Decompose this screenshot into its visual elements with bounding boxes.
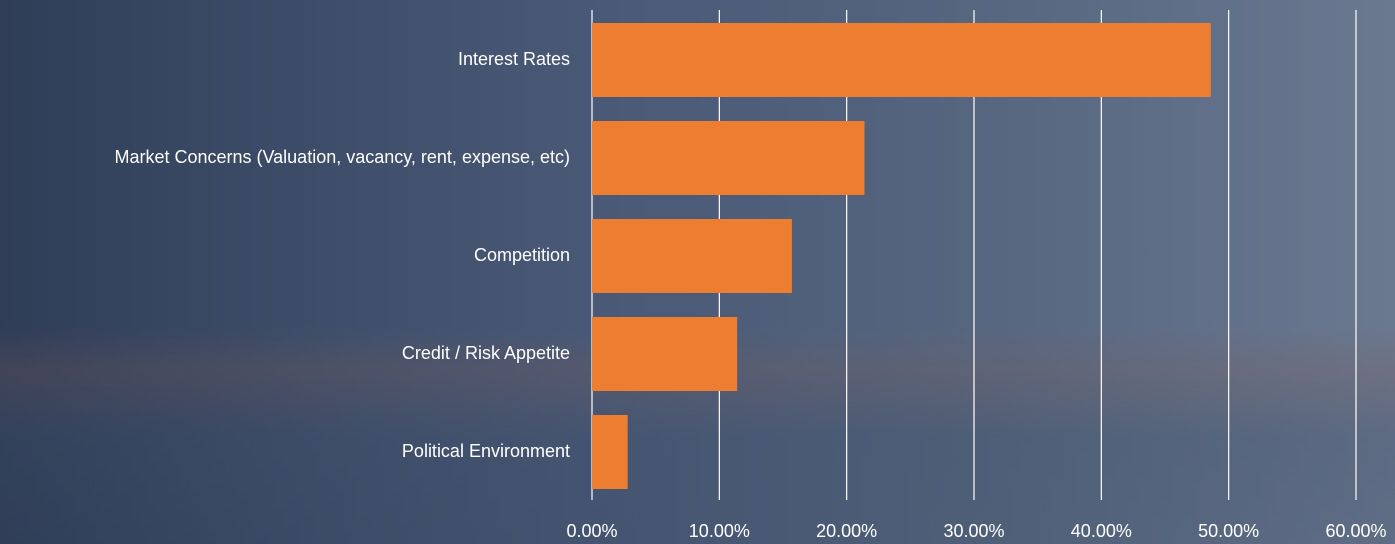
y-tick-label: Political Environment <box>402 441 570 461</box>
x-tick-label: 30.00% <box>943 521 1004 541</box>
bar <box>592 317 738 391</box>
bar <box>592 415 628 489</box>
x-tick-label: 60.00% <box>1325 521 1386 541</box>
x-tick-label: 40.00% <box>1071 521 1132 541</box>
y-tick-label: Market Concerns (Valuation, vacancy, ren… <box>114 147 570 167</box>
y-tick-label: Credit / Risk Appetite <box>402 343 570 363</box>
x-tick-label: 10.00% <box>689 521 750 541</box>
x-tick-label: 20.00% <box>816 521 877 541</box>
x-tick-label: 50.00% <box>1198 521 1259 541</box>
y-tick-label: Interest Rates <box>458 49 570 69</box>
bar <box>592 121 865 195</box>
bar <box>592 219 792 293</box>
bar <box>592 23 1211 97</box>
x-tick-label: 0.00% <box>566 521 617 541</box>
y-tick-label: Competition <box>474 245 570 265</box>
